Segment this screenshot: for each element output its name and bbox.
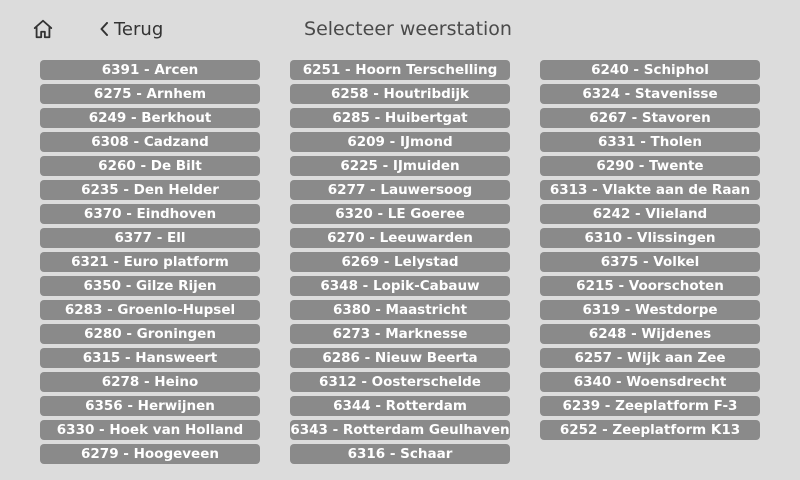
home-icon: [33, 19, 53, 39]
station-button[interactable]: 6283 - Groenlo-Hupsel: [40, 300, 260, 320]
station-column-2: 6251 - Hoorn Terschelling 6258 - Houtribd…: [290, 60, 510, 464]
station-button[interactable]: 6251 - Hoorn Terschelling: [290, 60, 510, 80]
station-button[interactable]: 6273 - Marknesse: [290, 324, 510, 344]
back-button[interactable]: Terug: [100, 15, 163, 43]
station-button[interactable]: 6235 - Den Helder: [40, 180, 260, 200]
station-button[interactable]: 6280 - Groningen: [40, 324, 260, 344]
station-button[interactable]: 6343 - Rotterdam Geulhaven: [290, 420, 510, 440]
station-button[interactable]: 6319 - Westdorpe: [540, 300, 760, 320]
station-button[interactable]: 6257 - Wijk aan Zee: [540, 348, 760, 368]
station-button[interactable]: 6275 - Arnhem: [40, 84, 260, 104]
station-button[interactable]: 6316 - Schaar: [290, 444, 510, 464]
station-button[interactable]: 6320 - LE Goeree: [290, 204, 510, 224]
station-button[interactable]: 6267 - Stavoren: [540, 108, 760, 128]
back-label: Terug: [114, 18, 164, 40]
station-button[interactable]: 6391 - Arcen: [40, 60, 260, 80]
chevron-left-icon: [100, 22, 108, 36]
station-button[interactable]: 6340 - Woensdrecht: [540, 372, 760, 392]
station-button[interactable]: 6286 - Nieuw Beerta: [290, 348, 510, 368]
home-button[interactable]: [30, 16, 56, 42]
station-button[interactable]: 6330 - Hoek van Holland: [40, 420, 260, 440]
station-button[interactable]: 6356 - Herwijnen: [40, 396, 260, 416]
station-button[interactable]: 6331 - Tholen: [540, 132, 760, 152]
station-button[interactable]: 6285 - Huibertgat: [290, 108, 510, 128]
station-button[interactable]: 6310 - Vlissingen: [540, 228, 760, 248]
station-button[interactable]: 6225 - IJmuiden: [290, 156, 510, 176]
station-button[interactable]: 6375 - Volkel: [540, 252, 760, 272]
station-column-3: 6240 - Schiphol 6324 - Stavenisse 6267 - S…: [540, 60, 760, 440]
station-button[interactable]: 6321 - Euro platform: [40, 252, 260, 272]
page-title: Selecteer weerstation: [304, 18, 512, 40]
station-button[interactable]: 6277 - Lauwersoog: [290, 180, 510, 200]
station-button[interactable]: 6278 - Heino: [40, 372, 260, 392]
station-button[interactable]: 6315 - Hansweert: [40, 348, 260, 368]
station-button[interactable]: 6248 - Wijdenes: [540, 324, 760, 344]
station-button[interactable]: 6260 - De Bilt: [40, 156, 260, 176]
station-button[interactable]: 6258 - Houtribdijk: [290, 84, 510, 104]
station-button[interactable]: 6270 - Leeuwarden: [290, 228, 510, 248]
station-button[interactable]: 6370 - Eindhoven: [40, 204, 260, 224]
station-button[interactable]: 6350 - Gilze Rijen: [40, 276, 260, 296]
station-button[interactable]: 6215 - Voorschoten: [540, 276, 760, 296]
station-column-1: 6391 - Arcen 6275 - Arnhem 6249 - Berkhout…: [40, 60, 260, 464]
station-button[interactable]: 6312 - Oosterschelde: [290, 372, 510, 392]
station-button[interactable]: 6377 - Ell: [40, 228, 260, 248]
station-button[interactable]: 6348 - Lopik-Cabauw: [290, 276, 510, 296]
station-button[interactable]: 6252 - Zeeplatform K13: [540, 420, 760, 440]
station-button[interactable]: 6290 - Twente: [540, 156, 760, 176]
station-button[interactable]: 6242 - Vlieland: [540, 204, 760, 224]
station-button[interactable]: 6308 - Cadzand: [40, 132, 260, 152]
station-button[interactable]: 6209 - IJmond: [290, 132, 510, 152]
station-button[interactable]: 6380 - Maastricht: [290, 300, 510, 320]
station-button[interactable]: 6324 - Stavenisse: [540, 84, 760, 104]
station-button[interactable]: 6249 - Berkhout: [40, 108, 260, 128]
station-button[interactable]: 6344 - Rotterdam: [290, 396, 510, 416]
station-button[interactable]: 6313 - Vlakte aan de Raan: [540, 180, 760, 200]
station-button[interactable]: 6279 - Hoogeveen: [40, 444, 260, 464]
station-button[interactable]: 6239 - Zeeplatform F-3: [540, 396, 760, 416]
station-button[interactable]: 6240 - Schiphol: [540, 60, 760, 80]
station-button[interactable]: 6269 - Lelystad: [290, 252, 510, 272]
